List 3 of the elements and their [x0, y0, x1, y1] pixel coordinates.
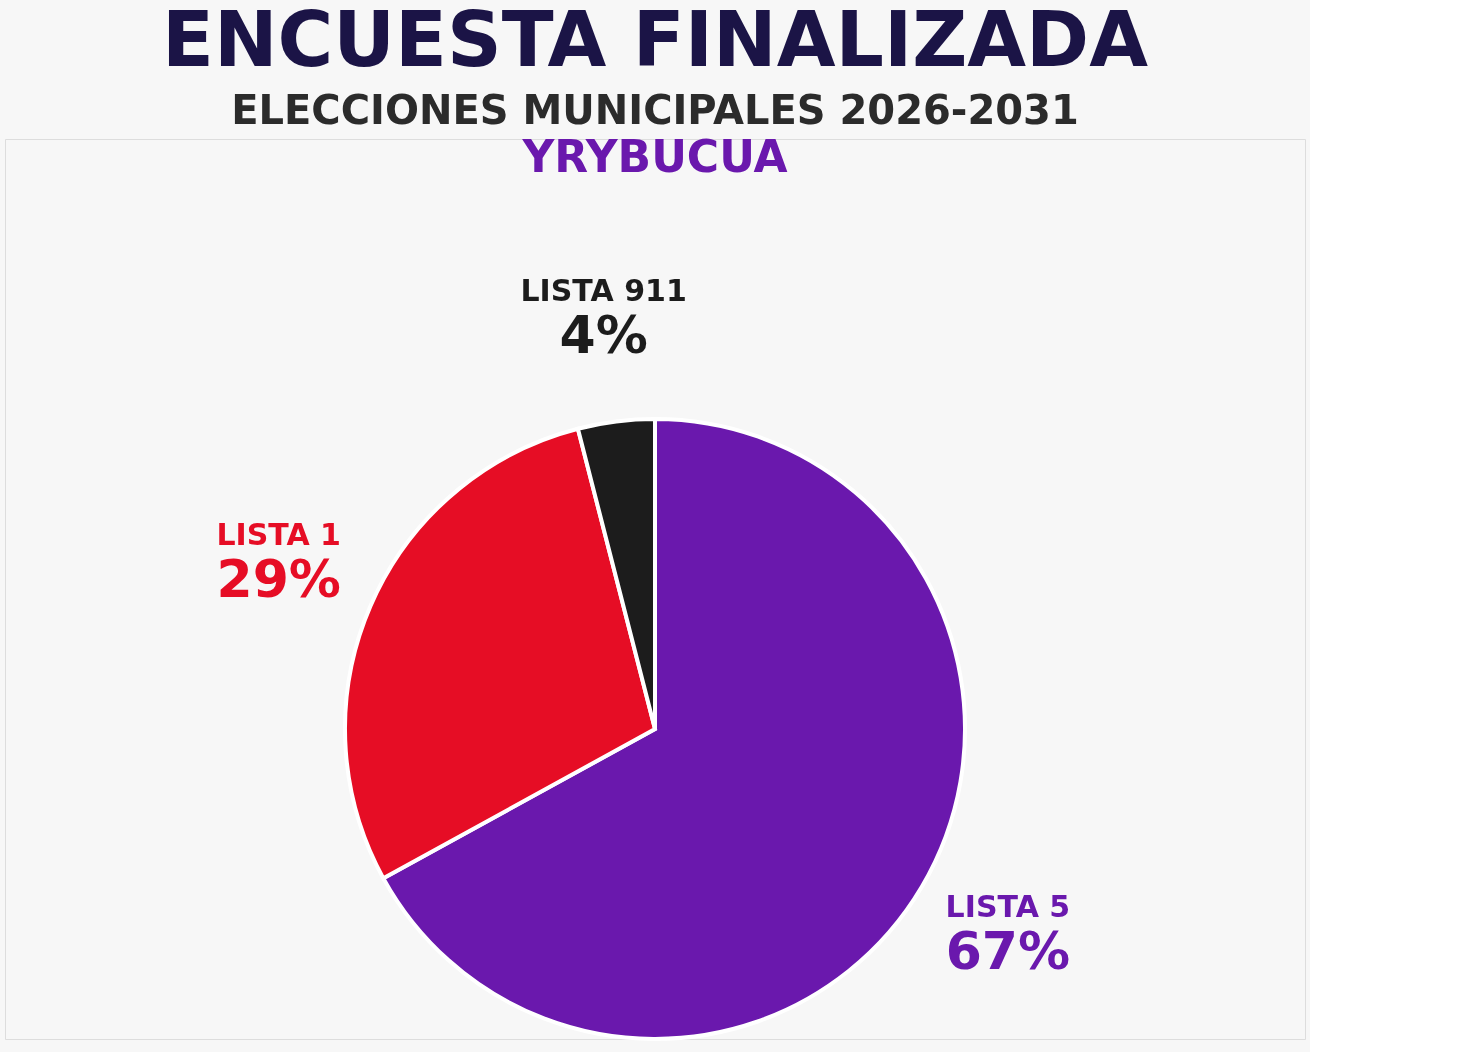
text: YRYBUCUA	[521, 131, 788, 182]
chart-subtitle: ELECCIONES MUNICIPALES 2026-2031	[231, 87, 1079, 133]
chart-title: ENCUESTA FINALIZADA	[161, 0, 1149, 84]
